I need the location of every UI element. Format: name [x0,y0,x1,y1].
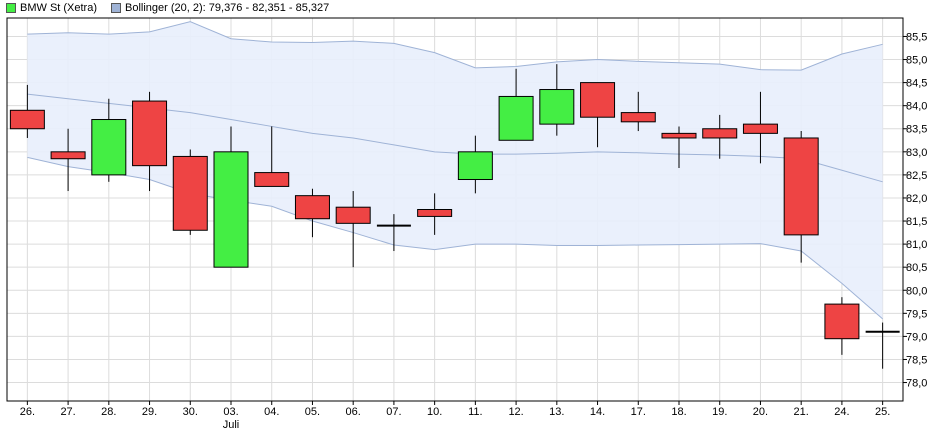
y-tick-label: 84,5 [906,78,927,90]
x-tick-label: 10. [427,406,442,418]
x-tick-label: 06. [346,406,361,418]
candle [173,150,207,235]
candle-body [173,156,207,230]
x-tick-label: 19. [712,406,727,418]
y-tick-label: 78,0 [906,378,927,390]
candle-body [621,113,655,122]
candle-body [10,110,44,128]
y-tick-label: 83,0 [906,147,927,159]
x-tick-label: 25. [875,406,890,418]
x-tick-label: 13. [549,406,564,418]
x-tick-label: 24. [834,406,849,418]
x-tick-label: 18. [671,406,686,418]
candle-body [133,101,167,166]
candle-body [92,120,126,175]
candle-body [743,124,777,133]
x-tick-label: 05. [305,406,320,418]
x-tick-label: 28. [101,406,116,418]
x-tick-label: 14. [590,406,605,418]
candle-body [51,152,85,159]
y-tick-label: 83,5 [906,124,927,136]
candle-body [418,210,452,217]
x-tick-label: 17. [631,406,646,418]
x-tick-label: 30. [183,406,198,418]
y-tick-label: 82,5 [906,170,927,182]
x-tick-label: 20. [753,406,768,418]
candle-body [540,90,574,125]
x-tick-label: 26. [20,406,35,418]
y-tick-label: 85,0 [906,55,927,67]
y-tick-label: 79,5 [906,308,927,320]
x-tick-label: 11. [468,406,482,418]
candle-body [295,196,329,219]
y-tick-label: 84,0 [906,101,927,113]
candle-body [703,129,737,138]
x-tick-label: 04. [264,406,279,418]
candle-body [214,152,248,267]
x-tick-label: 07. [386,406,401,418]
x-tick-label: 03. [223,406,238,418]
y-tick-label: 85,5 [906,31,927,43]
candle-body [581,83,615,118]
y-tick-label: 80,5 [906,262,927,274]
x-tick-label: 12. [508,406,523,418]
y-tick-label: 82,0 [906,193,927,205]
candle-body [336,207,370,223]
y-tick-label: 81,5 [906,216,927,228]
candle-body [784,138,818,235]
candle-body [825,304,859,339]
y-tick-label: 80,0 [906,285,927,297]
candle-body [458,152,492,180]
x-tick-label: 27. [60,406,75,418]
y-tick-label: 81,0 [906,239,927,251]
y-tick-label: 79,0 [906,331,927,343]
candle-body [662,133,696,138]
x-tick-label: 21. [794,406,809,418]
x-month-label: Juli [223,419,240,431]
y-tick-label: 78,5 [906,354,927,366]
candle-body [255,173,289,187]
x-tick-label: 29. [142,406,157,418]
candle-body [499,96,533,140]
